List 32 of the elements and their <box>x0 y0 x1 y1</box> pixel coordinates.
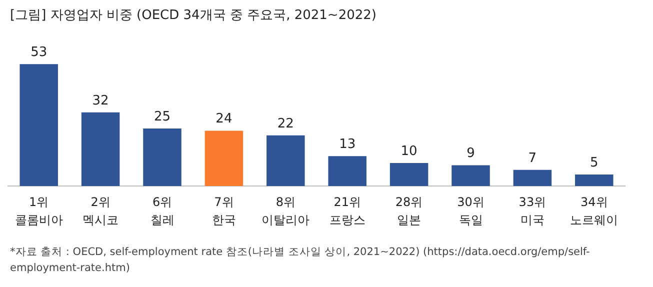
x-tick-label: 7위 한국 <box>212 195 236 228</box>
x-tick-label: 28위 일본 <box>395 195 423 228</box>
bar <box>20 64 58 186</box>
data-label: 22 <box>277 116 294 132</box>
data-label: 7 <box>528 150 537 166</box>
data-label: 5 <box>590 155 598 170</box>
data-label: 32 <box>92 93 109 108</box>
bar <box>143 128 182 186</box>
bar <box>452 165 490 186</box>
x-tick-label: 21위 프랑스 <box>329 195 366 228</box>
x-tick-label: 34위 노르웨이 <box>570 195 618 228</box>
x-tick-label: 6위 칠레 <box>150 195 174 228</box>
x-tick-label: 2위 멕시코 <box>82 195 119 228</box>
data-label: 9 <box>466 146 475 162</box>
bar <box>81 112 120 186</box>
bar <box>328 156 366 186</box>
bar <box>266 135 305 186</box>
x-tick-label: 30위 독일 <box>457 195 484 228</box>
data-label: 53 <box>30 44 48 60</box>
bar <box>575 174 614 186</box>
chart-title: [그림] 자영업자 비중 (OECD 34개국 중 주요국, 2021~2022) <box>10 7 376 24</box>
data-label: 13 <box>339 136 356 152</box>
bar <box>513 170 552 186</box>
data-label: 24 <box>216 112 232 127</box>
x-tick-label: 33위 미국 <box>518 195 546 228</box>
x-tick-label: 8위 이탈리아 <box>262 195 310 228</box>
text: *자료 출처 : OECD, self-employment rate 참조(나라별 조사일 상이, 2021~2022) (https://data.oecd.org/emp/self-employment-rate.htm) <box>10 245 591 276</box>
data-label: 25 <box>154 109 171 124</box>
data-label: 10 <box>400 144 418 159</box>
x-tick-label: 1위 콜롬비아 <box>14 195 63 228</box>
bar <box>390 163 428 186</box>
bar <box>204 130 244 186</box>
